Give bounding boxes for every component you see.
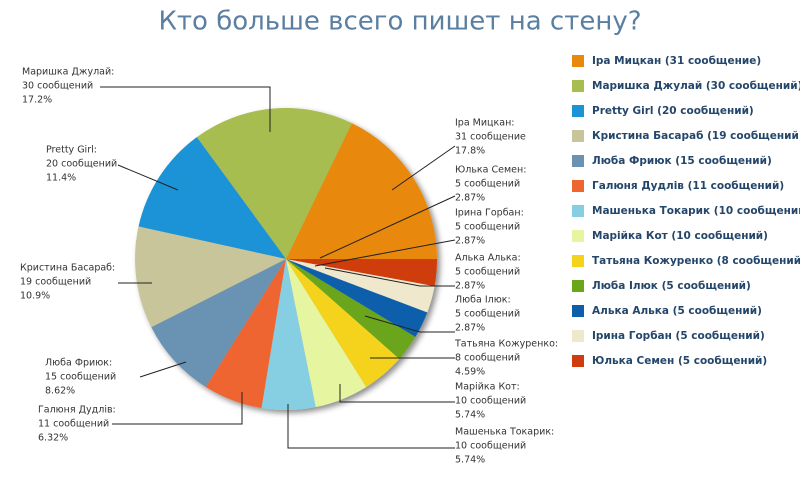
legend-label: Кристина Басараб (19 сообщений) [592, 130, 800, 142]
leader-line [112, 392, 243, 425]
legend-label: Юлька Семен (5 сообщений) [592, 355, 767, 367]
legend-swatch [572, 230, 584, 242]
legend-label: Марійка Кот (10 сообщений) [592, 230, 768, 242]
legend-swatch [572, 205, 584, 217]
slice-label: 6.32% [38, 433, 68, 444]
pie-slice [286, 259, 437, 287]
slice-label: Марійка Кот: [455, 382, 520, 393]
leader-line [117, 164, 179, 191]
slice-label: Люба Фриюк: [45, 358, 112, 369]
slice-label: Галюня Дудлів: [38, 405, 116, 416]
slice-label: 5.74% [455, 410, 485, 421]
pie-slice [196, 107, 352, 259]
legend-swatch [572, 155, 584, 167]
pie-slice [205, 259, 286, 409]
pie-slice [261, 259, 316, 410]
pie-slice [286, 259, 400, 387]
slice-label: 10 сообщений [455, 441, 526, 452]
legend-label: Маришка Джулай (30 сообщений) [592, 80, 800, 92]
slice-label: 19 сообщений [20, 277, 91, 288]
slice-label: 8 сообщений [455, 353, 520, 364]
leader-line [339, 384, 455, 403]
pie-slice [286, 123, 437, 259]
legend-label: Алька Алька (5 сообщений) [592, 305, 762, 317]
legend-label: Ірина Горбан (5 сообщений) [592, 330, 765, 342]
legend-swatch [572, 355, 584, 367]
legend-swatch [572, 180, 584, 192]
slice-label: 2.87% [455, 193, 485, 204]
leader-line [314, 239, 456, 267]
slice-label: Люба Ілюк: [455, 295, 511, 306]
legend-label: Іра Мицкан (31 сообщение) [592, 55, 761, 67]
pie-slice [151, 259, 286, 387]
slice-label: 5.74% [455, 455, 485, 466]
slice-label: 10 сообщений [455, 396, 526, 407]
slice-label: 2.87% [455, 281, 485, 292]
legend-swatch [572, 255, 584, 267]
slice-label: 20 сообщений [46, 159, 117, 170]
legend-label: Татьяна Кожуренко (8 сообщений) [592, 255, 800, 267]
pie-slice [138, 137, 286, 259]
slice-label: 30 сообщений [22, 81, 93, 92]
slice-label: 5 сообщений [455, 267, 520, 278]
slice-label: Ірина Горбан: [455, 208, 524, 219]
legend-swatch [572, 55, 584, 67]
slice-label: 4.59% [455, 367, 485, 378]
leader-line [391, 145, 456, 191]
leader-line [319, 195, 456, 259]
legend-label: Галюня Дудлів (11 сообщений) [592, 180, 784, 192]
slice-label: Алька Алька: [455, 253, 521, 264]
legend-swatch [572, 305, 584, 317]
slice-label: 2.87% [455, 323, 485, 334]
slice-label: Юлька Семен: [455, 165, 526, 176]
legend-swatch [572, 105, 584, 117]
pie-slice [286, 259, 428, 337]
slice-label: 11 сообщений [38, 419, 109, 430]
slice-label: 5 сообщений [455, 179, 520, 190]
legend-swatch [572, 130, 584, 142]
pie-slice [286, 259, 435, 313]
slice-label: 10.9% [20, 291, 50, 302]
leader-line [324, 267, 455, 287]
legend-label: Люба Ілюк (5 сообщений) [592, 280, 751, 292]
chart-title: Кто больше всего пишет на стену? [158, 7, 641, 37]
slice-label: Pretty Girl: [46, 145, 97, 156]
pie-slice [134, 226, 286, 328]
slice-label: Кристина Басараб: [20, 263, 115, 274]
legend-label: Люба Фриюк (15 сообщений) [592, 155, 772, 167]
legend-swatch [572, 80, 584, 92]
slice-label: 17.8% [455, 146, 485, 157]
leader-line [364, 315, 455, 333]
pie [134, 107, 437, 410]
slice-label: 8.62% [45, 386, 75, 397]
leader-line [287, 404, 455, 449]
slice-label: Машенька Токарик: [455, 427, 554, 438]
pie-slice [286, 259, 367, 408]
legend-swatch [572, 330, 584, 342]
slice-label: 31 сообщение [455, 132, 526, 143]
slice-label: 15 сообщений [45, 372, 116, 383]
slice-label: 5 сообщений [455, 309, 520, 320]
pie-slice [286, 259, 416, 359]
slice-label: 2.87% [455, 236, 485, 247]
slice-label: 11.4% [46, 173, 76, 184]
leader-line [139, 361, 187, 378]
slice-label: 17.2% [22, 95, 52, 106]
legend-swatch [572, 280, 584, 292]
slice-label: 5 сообщений [455, 222, 520, 233]
leader-line [100, 86, 271, 132]
legend-label: Машенька Токарик (10 сообщений) [592, 205, 800, 217]
slice-label: Татьяна Кожуренко: [454, 339, 558, 350]
legend-label: Pretty Girl (20 сообщений) [592, 105, 754, 117]
slice-label: Іра Мицкан: [455, 118, 514, 129]
slice-label: Маришка Джулай: [22, 67, 114, 78]
